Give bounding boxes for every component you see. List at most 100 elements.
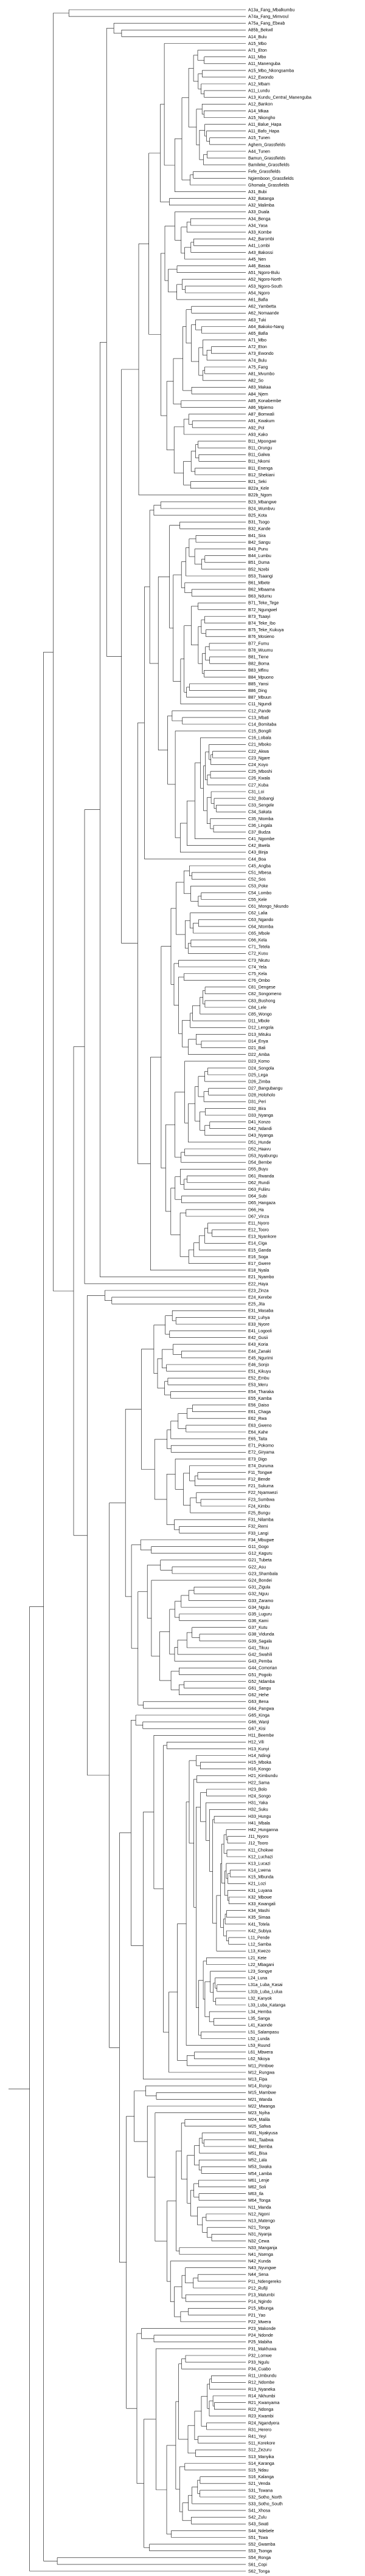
tip-label: N31_Nyanja — [248, 2233, 272, 2237]
tip-label: C51_Mbesa — [248, 871, 271, 875]
tip-label: A86_Mpiemo — [248, 406, 273, 410]
tip-label: S33_Sotho_South — [248, 2502, 283, 2507]
tip-label: H16_Kongo — [248, 1767, 271, 1772]
tip-label: G65_Kinga — [248, 1713, 269, 1718]
tip-label: A91_Kwakum — [248, 419, 274, 423]
tip-label: G12_Kaguru — [248, 1552, 273, 1556]
tip-label: E31_Masaba — [248, 1309, 273, 1314]
tip-label: A74a_Fang_Mimvoul — [248, 15, 289, 19]
tip-label: B63_Ndumu — [248, 595, 272, 599]
tip-label: A85_Konabembe — [248, 399, 281, 403]
tip-label: Bamun_Grassfields — [248, 157, 286, 161]
tip-label: B25_Kota — [248, 514, 267, 518]
tip-label: G61_Sangu — [248, 1687, 271, 1691]
tip-label: D51_Hunde — [248, 1140, 271, 1145]
tip-label: S52_Gwamba — [248, 2543, 275, 2547]
tip-label: P33_Ngulu — [248, 2361, 269, 2365]
tip-label: A13_Kundu_Central_Manenguba — [248, 96, 311, 100]
tip-label: E54_Tharaka — [248, 1390, 274, 1394]
tip-label: L33_Luba_Katanga — [248, 2003, 285, 2007]
tip-label: A71_Mbo — [248, 338, 266, 343]
tip-label: C81_Dengese — [248, 985, 276, 990]
tip-label: K42_Subiya — [248, 1929, 271, 1933]
tip-label: C55_Kele — [248, 898, 267, 902]
tip-label: C43_Binja — [248, 851, 268, 855]
tip-label: D22_Amba — [248, 1053, 269, 1057]
tip-label: L31b_Luba_Lulua — [248, 1990, 282, 1994]
tip-label: E71_Pokomo — [248, 1444, 274, 1448]
tip-label: S31_Tswana — [248, 2489, 273, 2493]
tip-label: A62_Nomaande — [248, 312, 279, 316]
tip-label: C45_Angba — [248, 864, 271, 868]
tip-label: A65_Bafia — [248, 332, 268, 336]
tip-label: A73_Ewondo — [248, 352, 274, 356]
tip-label: B43_Punu — [248, 547, 268, 552]
tip-label: M23_Nyiha — [248, 2111, 270, 2115]
tip-label: A82_So — [248, 379, 263, 383]
tip-label: B44_Lumbu — [248, 554, 271, 558]
tip-label: D32_Bira — [248, 1107, 266, 1111]
tip-label: C73_Nkutu — [248, 959, 269, 963]
tip-label: J12_Tooro — [248, 1841, 268, 1846]
tip-label: A46_Basaa — [248, 264, 270, 269]
tip-label: B81_Tiene — [248, 656, 269, 660]
tip-label: C21_Mboko — [248, 743, 271, 747]
tip-label: C23_Ngare — [248, 756, 270, 761]
tip-label: N13_Matengo — [248, 2219, 275, 2224]
tip-label: E23_Zinza — [248, 1289, 269, 1293]
tip-label: E72_Giryama — [248, 1451, 274, 1455]
tip-label: B87_Mbuun — [248, 696, 271, 700]
tip-label: R21_Kwanyama — [248, 2401, 279, 2405]
tip-label: F34_Mbugwe — [248, 1538, 274, 1543]
tip-label: D63_Fuliiru — [248, 1188, 270, 1192]
tip-label: G24_Bondei — [248, 1579, 272, 1583]
tip-label: B82_Boma — [248, 662, 269, 666]
tip-label: D27_Bangubangu — [248, 1087, 283, 1091]
tip-label: B12_Shekiani — [248, 473, 275, 478]
tip-label: G37_Kutu — [248, 1626, 268, 1630]
tip-label: E15_Ganda — [248, 1249, 271, 1253]
tip-label: G32_Nguu — [248, 1592, 269, 1597]
tip-label: G34_Ngulu — [248, 1606, 270, 1610]
tip-label: M64_Tonga — [248, 2199, 271, 2203]
tip-label: K21_Lozi — [248, 1882, 266, 1886]
tip-label: M52_Lala — [248, 2159, 267, 2163]
tip-label: D13_Mituku — [248, 1033, 271, 1037]
tip-label: A71_Eton — [248, 49, 267, 53]
tip-label: E46_Sonjo — [248, 1363, 269, 1367]
tip-label: K31_Luyana — [248, 1889, 272, 1893]
tip-label: A75_Fang — [248, 365, 268, 369]
tip-label: G39_Sagala — [248, 1639, 272, 1643]
tip-label: D65_Hangaza — [248, 1201, 276, 1205]
tip-label: H21_Kimbundu — [248, 1774, 277, 1778]
tip-label: G42_Swahili — [248, 1653, 273, 1657]
tip-label: A11_Bafo_Hapa — [248, 129, 279, 134]
tip-label: C52_Sos — [248, 878, 266, 882]
tip-label: M12_Rungwa — [248, 2071, 274, 2075]
tip-label: A63_Tuki — [248, 318, 266, 323]
tip-label: E45_Ngurimi — [248, 1356, 273, 1360]
tip-label: E43_Koria — [248, 1343, 268, 1347]
tip-label: A43_Bakossi — [248, 251, 273, 255]
tip-label: L41_Kaonde — [248, 2024, 273, 2028]
tip-label: C66_Kela — [248, 939, 267, 943]
tip-label: E64_Kahe — [248, 1430, 268, 1434]
tip-label: C16_Lobala — [248, 736, 271, 741]
tip-label: G62_Hehe — [248, 1693, 269, 1697]
tip-label: A12_Mbam — [248, 82, 270, 86]
tip-label: M24_Malila — [248, 2118, 270, 2122]
tip-label: L32_Kanyok — [248, 1996, 272, 2001]
tip-label: A83_Makaa — [248, 386, 271, 390]
tip-label: L61_Mbwera — [248, 2050, 273, 2055]
tip-label: A32_Malimba — [248, 204, 274, 208]
tip-label: C76_Ombo — [248, 979, 270, 983]
tip-label: L23_Songye — [248, 1970, 272, 1974]
tip-label: M51_Bisa — [248, 2152, 267, 2156]
tip-label: H13_Kunyi — [248, 1747, 269, 1752]
tip-label: C54_Lombo — [248, 891, 271, 896]
tip-label: H22_Sama — [248, 1781, 269, 1785]
tip-label: E33_Nyore — [248, 1323, 269, 1327]
tip-label: L12_Samba — [248, 1943, 271, 1947]
tip-label: G43_Pemba — [248, 1660, 272, 1664]
tip-label: L31a_Luba_Kasai — [248, 1983, 283, 1987]
